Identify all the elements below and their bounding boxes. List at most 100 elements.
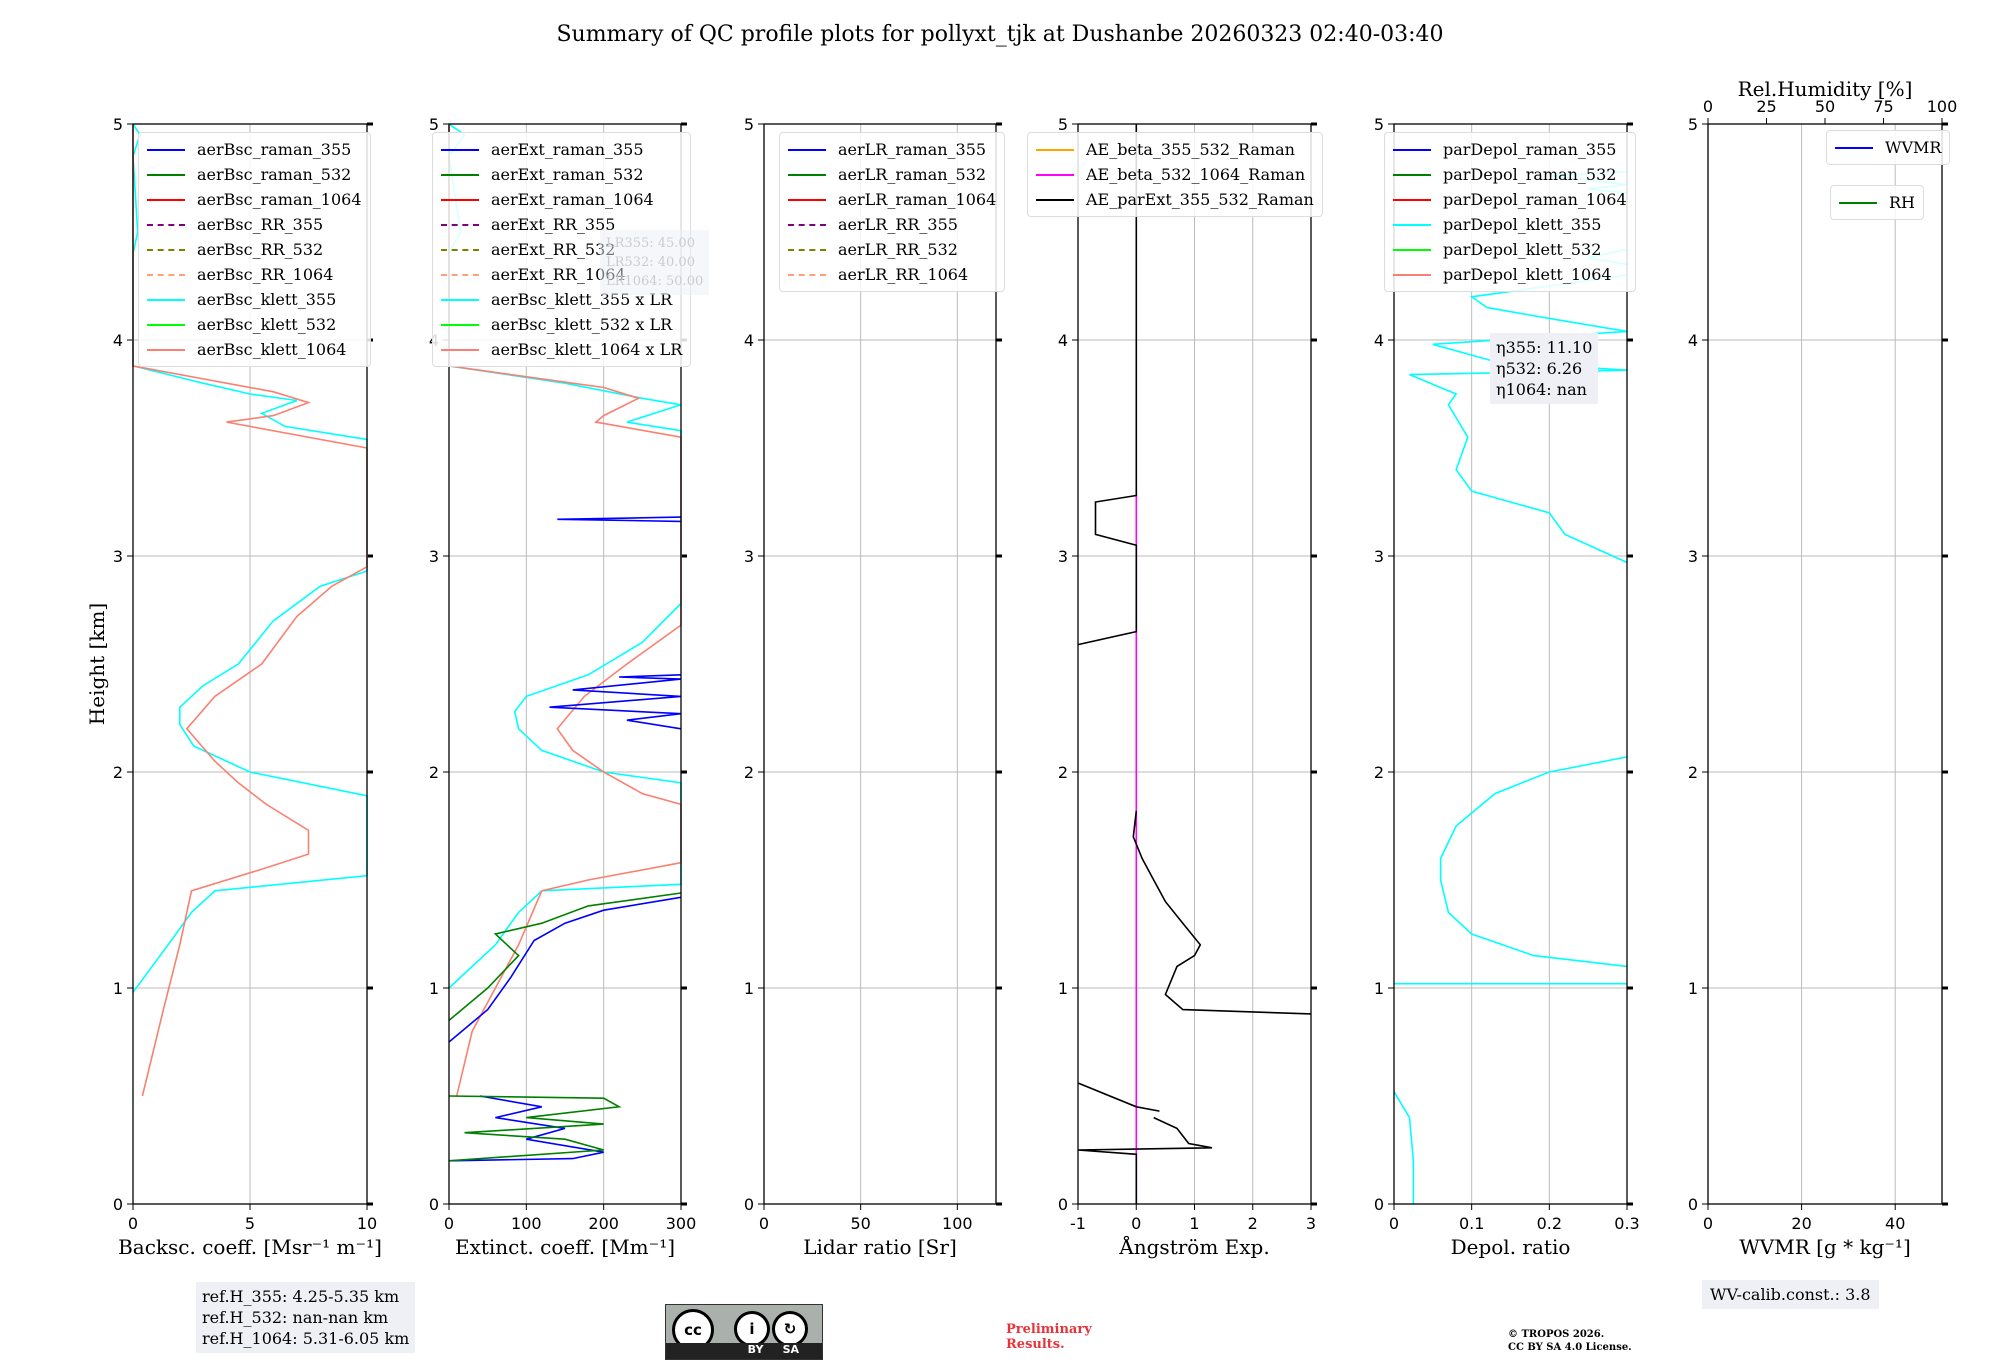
legend-swatch — [788, 273, 826, 276]
legend-swatch — [1835, 146, 1873, 149]
series-line-aerExt_raman_532 — [448, 892, 682, 1162]
x-tick-label: 0 — [128, 1214, 138, 1233]
by-label: BY — [747, 1343, 764, 1356]
legend-swatch — [441, 298, 479, 301]
y-tick-label: 3 — [113, 547, 123, 566]
y-tick-label: 3 — [429, 547, 439, 566]
legend-label: aerBsc_klett_532 — [197, 315, 337, 334]
series-line-aerExt_raman_355 — [448, 516, 682, 1162]
legend-label: aerBsc_RR_1064 — [197, 265, 334, 284]
legend-label: aerLR_RR_532 — [838, 240, 958, 259]
wv-calibration-box: WV-calib.const.: 3.8 — [1702, 1280, 1879, 1309]
x-axis-label: WVMR [g * kg⁻¹] — [1739, 1235, 1911, 1259]
legend-label: aerExt_RR_1064 — [491, 265, 626, 284]
x-tick-label: 0 — [1703, 1214, 1713, 1233]
axes-frame — [763, 123, 997, 1205]
legend-label: parDepol_raman_355 — [1443, 140, 1617, 159]
legend-item: aerBsc_raman_1064 — [147, 187, 362, 212]
y-tick-label: 5 — [1058, 115, 1068, 134]
reference-heights-box: ref.H_355: 4.25-5.35 km ref.H_532: nan-n… — [196, 1282, 416, 1353]
legend-item: aerExt_RR_1064 — [441, 262, 682, 287]
x-tick-label: 0 — [1389, 1214, 1399, 1233]
legend-item: aerBsc_raman_355 — [147, 137, 362, 162]
legend-label: aerBsc_klett_1064 — [197, 340, 347, 359]
y-tick-label: 2 — [113, 763, 123, 782]
legend-swatch — [441, 348, 479, 351]
y-axis-label: Height [km] — [85, 603, 109, 725]
x-axis-label: Ångström Exp. — [1118, 1234, 1269, 1259]
legend-panel-5: parDepol_raman_355 parDepol_raman_532 parD… — [1384, 132, 1636, 292]
preliminary-line-2: Results. — [1006, 1337, 1065, 1352]
panel-6 — [1702, 118, 1948, 1210]
legend-label: aerBsc_RR_355 — [197, 215, 324, 234]
copyright-note: © TROPOS 2026. CC BY SA 4.0 License. — [1508, 1328, 1632, 1354]
legend-item: aerBsc_raman_532 — [147, 162, 362, 187]
legend-swatch — [147, 348, 185, 351]
legend-item: parDepol_raman_355 — [1393, 137, 1627, 162]
annotation-line: η355: 11.10 — [1496, 338, 1593, 357]
y-tick-label: 0 — [1058, 1195, 1068, 1214]
axes-frame — [1077, 123, 1312, 1205]
legend-swatch — [441, 223, 479, 226]
legend-label: parDepol_klett_355 — [1443, 215, 1602, 234]
legend-swatch — [1393, 148, 1431, 151]
legend-item: aerExt_raman_355 — [441, 137, 682, 162]
annotation-line: LR1064: 50.00 — [606, 274, 704, 289]
legend-label: aerExt_raman_355 — [491, 140, 644, 159]
ref-height-532: ref.H_532: nan-nan km — [202, 1308, 389, 1327]
legend-swatch — [1393, 198, 1431, 201]
x-tick-label: 40 — [1885, 1214, 1905, 1233]
annotation-box: LR355: 45.00 LR532: 40.00 LR1064: 50.00 — [600, 230, 710, 295]
y-tick-label: 1 — [1374, 979, 1384, 998]
cc-by-sa-logo: cc i ↻ BY SA — [665, 1304, 823, 1360]
legend-label: aerBsc_klett_355 — [197, 290, 337, 309]
legend-item: aerBsc_RR_1064 — [147, 262, 362, 287]
series-line-aerBsc_klett_1064 x LR — [448, 124, 682, 1097]
legend-swatch — [147, 173, 185, 176]
legend-item: aerLR_raman_532 — [788, 162, 996, 187]
x-tick-label: 0 — [1131, 1214, 1141, 1233]
legend-panel-2: aerExt_raman_355 aerExt_raman_532 aerExt_r… — [432, 132, 692, 367]
legend-item: aerBsc_klett_1064 x LR — [441, 337, 682, 362]
legend-swatch — [1839, 201, 1877, 204]
legend-swatch — [1393, 248, 1431, 251]
legend-swatch — [788, 148, 826, 151]
legend-label: aerBsc_raman_355 — [197, 140, 352, 159]
y-tick-label: 1 — [1058, 979, 1068, 998]
y-tick-label: 4 — [1058, 331, 1068, 350]
y-tick-label: 0 — [429, 1195, 439, 1214]
y-tick-label: 0 — [744, 1195, 754, 1214]
y-tick-label: 5 — [429, 115, 439, 134]
legend-item: AE_parExt_355_532_Raman — [1036, 187, 1314, 212]
legend-item: aerExt_raman_532 — [441, 162, 682, 187]
legend-item: parDepol_klett_1064 — [1393, 262, 1627, 287]
share-alike-icon: ↻ — [772, 1311, 808, 1347]
x-tick-label: 200 — [588, 1214, 619, 1233]
legend-label: aerBsc_RR_532 — [197, 240, 324, 259]
legend-item: parDepol_klett_532 — [1393, 237, 1627, 262]
y-tick-label: 3 — [1688, 547, 1698, 566]
ref-height-355: ref.H_355: 4.25-5.35 km — [202, 1287, 400, 1306]
axes-frame — [1393, 123, 1628, 1205]
preliminary-note: Preliminary Results. — [1006, 1322, 1092, 1352]
y-tick-label: 1 — [429, 979, 439, 998]
legend-label: parDepol_klett_532 — [1443, 240, 1602, 259]
legend-item: aerLR_raman_355 — [788, 137, 996, 162]
top-x-tick-label: 100 — [1927, 97, 1958, 116]
legend-swatch — [1036, 148, 1074, 151]
x-axis-label: Extinct. coeff. [Mm⁻¹] — [455, 1235, 675, 1259]
y-tick-label: 4 — [1374, 331, 1384, 350]
legend-swatch — [147, 273, 185, 276]
x-tick-label: 0 — [444, 1214, 454, 1233]
y-tick-label: 2 — [1688, 763, 1698, 782]
legend-swatch — [788, 173, 826, 176]
copyright-line-2: CC BY SA 4.0 License. — [1508, 1342, 1632, 1353]
legend-item: aerLR_RR_1064 — [788, 262, 996, 287]
series-line-aerBsc_klett_1064 — [132, 124, 368, 1097]
top-x-tick-label: 75 — [1873, 97, 1893, 116]
legend-item: aerBsc_klett_355 — [147, 287, 362, 312]
axes-frame — [132, 123, 368, 1205]
legend-item: parDepol_raman_532 — [1393, 162, 1627, 187]
legend-swatch — [1036, 198, 1074, 201]
legend-swatch — [1393, 173, 1431, 176]
